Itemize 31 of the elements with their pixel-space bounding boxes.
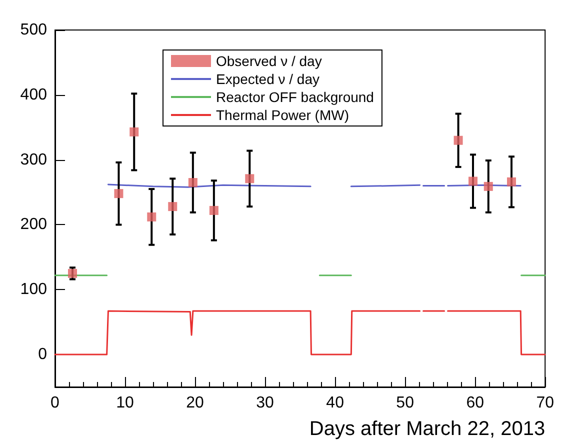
x-tick-label: 60 [466, 394, 484, 412]
legend-label: Thermal Power (MW) [216, 107, 350, 123]
y-tick-label: 100 [20, 281, 48, 298]
y-tick-label: 300 [20, 151, 48, 168]
point [454, 136, 463, 145]
x-axis-title: Days after March 22, 2013 [309, 418, 546, 440]
x-tick-label: 30 [256, 394, 274, 412]
point [484, 182, 493, 191]
legend-label: Reactor OFF background [216, 89, 374, 105]
point [506, 177, 516, 186]
x-tick-label: 70 [536, 394, 554, 412]
point [209, 206, 218, 215]
x-tick-label: 20 [186, 394, 204, 412]
point [114, 189, 124, 198]
y-tick-label: 500 [20, 22, 48, 38]
point [245, 174, 254, 184]
y-tick-label: 0 [38, 346, 48, 364]
point [468, 176, 478, 186]
point [168, 202, 178, 212]
x-tick-label: 0 [50, 394, 60, 412]
point [68, 268, 78, 278]
legend-label: Observed ν / day [216, 53, 322, 69]
y-tick-label: 200 [20, 216, 48, 234]
point [188, 178, 198, 188]
legend-label: Expected ν / day [216, 71, 320, 87]
point [147, 212, 156, 222]
x-tick-label: 10 [116, 394, 134, 412]
point [130, 127, 139, 136]
y-tick-label: 400 [20, 86, 48, 104]
x-tick-label: 40 [326, 394, 344, 412]
x-tick-label: 50 [396, 394, 414, 412]
